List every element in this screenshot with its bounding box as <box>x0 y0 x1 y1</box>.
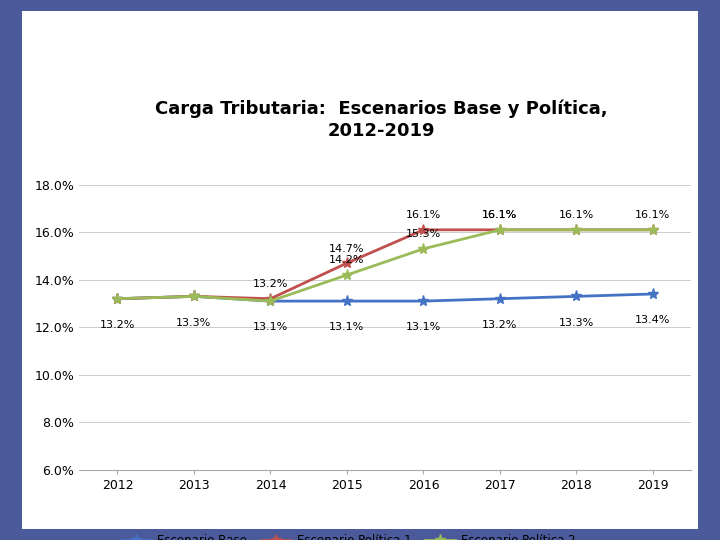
Escenario Política 2 <box>189 293 198 300</box>
Legend: Escenario Base, Escenario Política 1, Escenario Política 2: Escenario Base, Escenario Política 1, Es… <box>117 529 580 540</box>
Escenario Política 2 <box>572 227 581 233</box>
Escenario Política 1 <box>113 295 122 302</box>
Text: 16.1%: 16.1% <box>635 210 670 220</box>
Text: 14.2%: 14.2% <box>329 255 365 266</box>
Escenario Política 2 <box>343 272 351 278</box>
Text: 16.1%: 16.1% <box>482 210 518 220</box>
Line: Escenario Política 2: Escenario Política 2 <box>112 224 659 307</box>
Text: 13.2%: 13.2% <box>482 320 518 330</box>
Escenario Base <box>649 291 657 297</box>
Escenario Base <box>495 295 504 302</box>
Text: 13.2%: 13.2% <box>100 320 135 330</box>
Line: Escenario Política 1: Escenario Política 1 <box>112 224 659 304</box>
Escenario Política 1 <box>266 295 275 302</box>
Escenario Política 1 <box>649 227 657 233</box>
Escenario Base <box>113 295 122 302</box>
Escenario Política 1 <box>343 260 351 266</box>
Text: 16.1%: 16.1% <box>482 210 518 220</box>
Text: Carga Tributaria:  Escenarios Base y Política,
2012-2019: Carga Tributaria: Escenarios Base y Polí… <box>156 100 608 140</box>
Text: 14.7%: 14.7% <box>329 244 365 254</box>
Escenario Política 2 <box>419 246 428 252</box>
Text: 13.1%: 13.1% <box>253 322 288 333</box>
Text: 15.3%: 15.3% <box>406 230 441 239</box>
Escenario Política 1 <box>419 227 428 233</box>
Escenario Base <box>189 293 198 300</box>
Text: 16.1%: 16.1% <box>559 210 594 220</box>
Escenario Política 2 <box>649 227 657 233</box>
Escenario Política 1 <box>189 293 198 300</box>
Escenario Política 2 <box>495 227 504 233</box>
Text: 13.4%: 13.4% <box>635 315 670 326</box>
Escenario Base <box>343 298 351 305</box>
Line: Escenario Base: Escenario Base <box>112 288 659 307</box>
Text: 13.1%: 13.1% <box>406 322 441 333</box>
Escenario Política 1 <box>495 227 504 233</box>
Text: 13.2%: 13.2% <box>253 279 288 289</box>
Text: 13.3%: 13.3% <box>176 318 212 328</box>
Text: 16.1%: 16.1% <box>406 210 441 220</box>
Escenario Base <box>572 293 581 300</box>
Text: 13.3%: 13.3% <box>559 318 594 328</box>
Escenario Política 2 <box>266 298 275 305</box>
Escenario Base <box>266 298 275 305</box>
Escenario Base <box>419 298 428 305</box>
Text: 13.1%: 13.1% <box>329 322 364 333</box>
Escenario Política 2 <box>113 295 122 302</box>
Escenario Política 1 <box>572 227 581 233</box>
